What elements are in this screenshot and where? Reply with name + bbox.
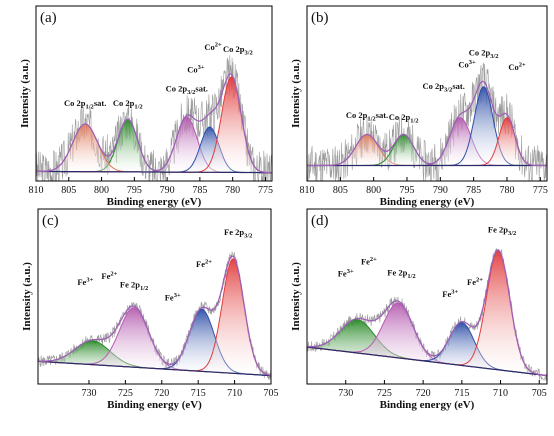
peak-annotation-3-5: Fe2+ [196,259,212,270]
x-tick-label-4-1: 730 [338,388,353,399]
x-tick-label-1-5: 790 [160,185,175,196]
peak-annotation-3-6: Fe 2p3/2 [224,227,252,240]
axes-frame-4 [306,208,548,385]
x-tick-label-4-2: 725 [377,388,392,399]
x-tick-label-1-8: 775 [258,185,273,196]
plot-area-3 [38,251,271,381]
peak-annotation-2-1: Co 2p1/2sat. [346,110,388,123]
chart-panel-1: 810 805 800 795 790 785 780 775 Binding energy (… [19,5,273,208]
x-tick-label-1-3: 800 [94,185,109,196]
peak-annotation-1-5: Co2+ [204,41,222,52]
peak-annotation-1-4: Co3+ [187,64,205,75]
x-tick-label-4-5: 710 [493,388,508,399]
x-tick-label-2-1: 810 [300,185,315,196]
x-tick-label-3-6: 705 [264,388,279,399]
peak-area-4-4 [307,250,547,376]
peak-annotation-2-3: Co 2p3/2sat. [423,81,465,94]
x-tick-label-2-5: 790 [433,185,448,196]
axes-frame-1 [35,5,273,182]
chart-panel-3: 730 725 720 715 710 705 Binding energy (eV) Int… [21,208,279,411]
y-axis-title-4: Intensity (a.u.) [290,262,302,331]
peak-area-2-1 [307,134,547,166]
plot-area-2 [307,62,547,181]
x-tick-label-2-8: 775 [533,185,548,196]
panel-label-1: (a) [40,10,57,26]
envelope-fit-4 [307,249,547,377]
axes-frame-3 [37,208,272,385]
chart-panel-4: 730 725 720 715 710 705 Binding energy (eV) Int… [290,208,548,411]
x-tick-label-3-4: 715 [191,388,206,399]
x-tick-label-4-6: 705 [532,388,547,399]
x-tick-label-3-3: 720 [154,388,169,399]
x-tick-label-1-2: 805 [61,185,76,196]
peak-annotation-4-3: Fe 2p1/2 [387,267,415,280]
peak-annotation-2-2: Co 2p1/2 [389,112,419,125]
peak-annotation-1-6: Co 2p3/2 [223,44,253,57]
peak-annotation-4-4: Fe3+ [442,288,458,299]
peak-annotation-3-2: Fe2+ [101,271,117,282]
y-axis-title-3: Intensity (a.u.) [21,262,33,331]
x-tick-label-2-6: 785 [466,185,481,196]
peak-area-3-2 [38,307,271,376]
y-axis-title-1: Intensity (a.u.) [19,59,31,128]
peak-annotation-2-5: Co 2p3/2 [469,48,499,61]
x-tick-label-4-3: 720 [416,388,431,399]
peak-area-4-1 [307,319,547,376]
peak-annotation-4-1: Fe3+ [338,268,354,279]
x-tick-label-1-6: 785 [192,185,207,196]
peak-area-3-4 [38,258,271,376]
x-tick-label-1-7: 780 [225,185,240,196]
envelope-fit-2 [307,80,547,167]
peak-area-3-1 [38,340,271,376]
x-tick-label-3-1: 730 [81,388,96,399]
peak-annotation-4-6: Fe 2p3/2 [488,225,516,238]
x-tick-label-3-5: 710 [227,388,242,399]
peak-area-2-4 [307,86,547,166]
x-tick-label-2-2: 805 [333,185,348,196]
peak-annotation-3-1: Fe3+ [77,276,93,287]
panel-label-2: (b) [311,10,329,26]
x-tick-label-3-2: 725 [118,388,133,399]
envelope-fit-1 [36,73,272,174]
peak-annotation-1-3: Co 2p3/2sat. [166,84,208,97]
peak-annotation-4-5: Fe2+ [467,276,483,287]
x-tick-label-1-4: 795 [127,185,142,196]
panel-label-3: (c) [42,213,59,229]
axes-frame-2 [306,5,548,182]
envelope-fit-3 [38,255,271,376]
x-tick-label-2-7: 780 [500,185,515,196]
raw-spectrum-2 [307,62,547,181]
x-axis-title-2: Binding energy (eV) [380,196,475,208]
baseline-1 [36,170,272,174]
plot-area-1 [36,55,272,181]
x-axis-title-3: Binding energy (eV) [107,399,202,411]
baseline-4 [307,346,547,377]
chart-panel-2: 810 805 800 795 790 785 780 775 Binding energy (… [290,5,548,208]
peak-annotation-3-4: Fe3+ [165,292,181,303]
peak-annotation-4-2: Fe2+ [361,256,377,267]
peak-annotation-2-6: Co2+ [508,62,526,73]
y-axis-title-2: Intensity (a.u.) [290,59,302,128]
x-axis-title-4: Binding energy (eV) [380,399,475,411]
peak-annotation-3-3: Fe 2p1/2 [120,279,148,292]
peak-annotation-1-2: Co 2p1/2 [113,98,143,111]
x-tick-label-4-4: 715 [454,388,469,399]
x-axis-title-1: Binding energy (eV) [107,196,202,208]
baseline-3 [38,360,271,377]
plot-area-4 [307,248,547,381]
peak-area-2-5 [307,117,547,166]
x-tick-label-2-4: 795 [400,185,415,196]
x-tick-label-1-1: 810 [29,185,44,196]
peak-annotation-2-4: Co3+ [458,59,476,70]
panel-label-4: (d) [311,213,329,229]
peak-area-1-2 [36,124,272,173]
peak-annotation-1-1: Co 2p1/2sat. [64,98,106,111]
x-tick-label-2-3: 800 [366,185,381,196]
peak-area-1-5 [36,77,272,173]
